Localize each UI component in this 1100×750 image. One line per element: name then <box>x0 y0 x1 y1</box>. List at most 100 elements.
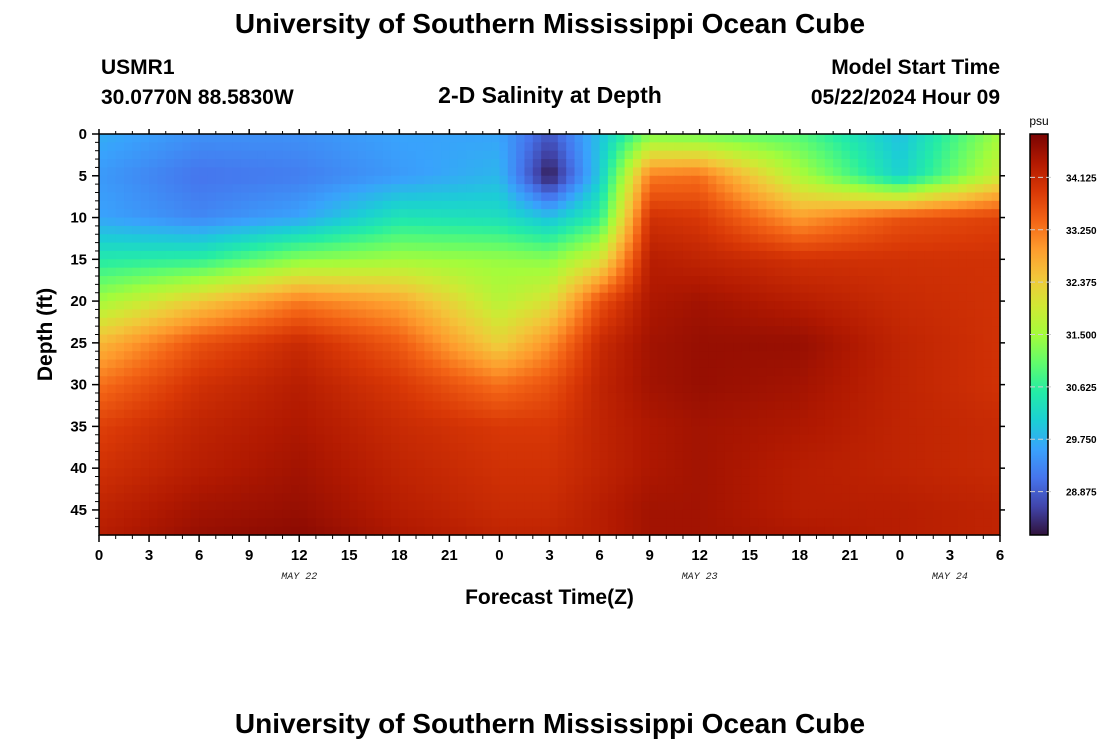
heatmap-cell <box>666 192 676 202</box>
heatmap-cell <box>124 359 133 369</box>
heatmap-cell <box>874 284 884 294</box>
heatmap-cell <box>916 434 926 444</box>
heatmap-cell <box>733 301 742 311</box>
heatmap-cell <box>416 267 425 277</box>
heatmap-cell <box>424 326 434 336</box>
heatmap-cell <box>607 434 617 444</box>
heatmap-cell <box>974 326 984 336</box>
heatmap-cell <box>299 451 309 461</box>
heatmap-cell <box>666 459 676 469</box>
heatmap-cell <box>716 192 726 202</box>
heatmap-cell <box>691 451 701 461</box>
heatmap-cell <box>399 484 409 494</box>
heatmap-cell <box>891 376 901 386</box>
heatmap-cell <box>416 376 425 386</box>
heatmap-cell <box>132 443 142 453</box>
heatmap-cell <box>207 276 217 285</box>
heatmap-cell <box>974 192 984 202</box>
heatmap-cell <box>708 234 717 244</box>
heatmap-cell <box>466 459 476 469</box>
heatmap-cell <box>824 418 834 427</box>
heatmap-cell <box>165 342 175 352</box>
heatmap-cell <box>482 476 492 486</box>
heatmap-cell <box>457 292 467 302</box>
heatmap-cell <box>482 225 492 235</box>
heatmap-cell <box>716 342 726 352</box>
heatmap-cell <box>416 401 425 411</box>
heatmap-cell <box>290 501 300 511</box>
heatmap-cell <box>958 409 968 419</box>
heatmap-cell <box>140 234 150 244</box>
heatmap-cell <box>674 200 684 210</box>
heatmap-cell <box>641 484 651 494</box>
heatmap-cell <box>708 451 717 461</box>
heatmap-cell <box>390 209 400 219</box>
heatmap-cell <box>441 284 450 294</box>
heatmap-cell <box>174 134 184 143</box>
heatmap-cell <box>632 142 642 152</box>
heatmap-cell <box>124 284 133 294</box>
heatmap-cell <box>174 317 184 327</box>
heatmap-cell <box>766 443 776 453</box>
heatmap-cell <box>474 509 484 519</box>
heatmap-cell <box>282 242 292 252</box>
heatmap-cell <box>299 418 309 427</box>
heatmap-cell <box>532 351 542 361</box>
heatmap-cell <box>132 459 142 469</box>
heatmap-cell <box>849 434 859 444</box>
heatmap-cell <box>424 359 434 369</box>
heatmap-cell <box>265 443 275 453</box>
heatmap-cell <box>749 175 759 185</box>
heatmap-cell <box>416 192 425 202</box>
heatmap-cell <box>799 342 809 352</box>
heatmap-cell <box>824 259 834 269</box>
heatmap-cell <box>349 334 359 344</box>
heatmap-cell <box>207 509 217 519</box>
heatmap-cell <box>182 301 192 311</box>
heatmap-cell <box>599 359 609 369</box>
heatmap-cell <box>466 234 476 244</box>
heatmap-cell <box>724 167 734 177</box>
heatmap-cell <box>482 451 492 461</box>
heatmap-cell <box>741 317 751 327</box>
heatmap-cell <box>532 359 542 369</box>
heatmap-cell <box>324 342 334 352</box>
heatmap-cell <box>983 267 993 277</box>
heatmap-cell <box>140 267 150 277</box>
heatmap-cell <box>833 484 843 494</box>
heatmap-cell <box>833 284 843 294</box>
heatmap-cell <box>224 234 234 244</box>
heatmap-cell <box>516 200 526 210</box>
heatmap-cell <box>991 184 1001 194</box>
heatmap-cell <box>240 142 250 152</box>
heatmap-cell <box>808 434 818 444</box>
heatmap-cell <box>924 184 934 194</box>
heatmap-cell <box>691 401 701 411</box>
heatmap-cell <box>691 418 701 427</box>
heatmap-cell <box>966 493 976 503</box>
heatmap-cell <box>215 267 225 277</box>
heatmap-cell <box>449 200 459 210</box>
heatmap-cell <box>416 493 425 503</box>
heatmap-cell <box>516 301 526 311</box>
heatmap-cell <box>783 392 793 402</box>
heatmap-cell <box>457 426 467 436</box>
heatmap-cell <box>808 234 818 244</box>
heatmap-cell <box>783 217 793 227</box>
heatmap-cell <box>432 468 442 478</box>
heatmap-cell <box>891 509 901 519</box>
heatmap-cell <box>766 509 776 519</box>
heatmap-cell <box>616 292 626 302</box>
heatmap-cell <box>516 234 526 244</box>
heatmap-cell <box>791 284 801 294</box>
heatmap-cell <box>432 484 442 494</box>
heatmap-cell <box>682 501 692 511</box>
heatmap-cell <box>958 384 968 394</box>
heatmap-cell <box>557 184 567 194</box>
heatmap-cell <box>791 384 801 394</box>
heatmap-cell <box>140 384 150 394</box>
heatmap-cell <box>132 309 142 319</box>
heatmap-cell <box>307 184 317 194</box>
heatmap-cell <box>908 326 918 336</box>
heatmap-cell <box>933 276 943 285</box>
